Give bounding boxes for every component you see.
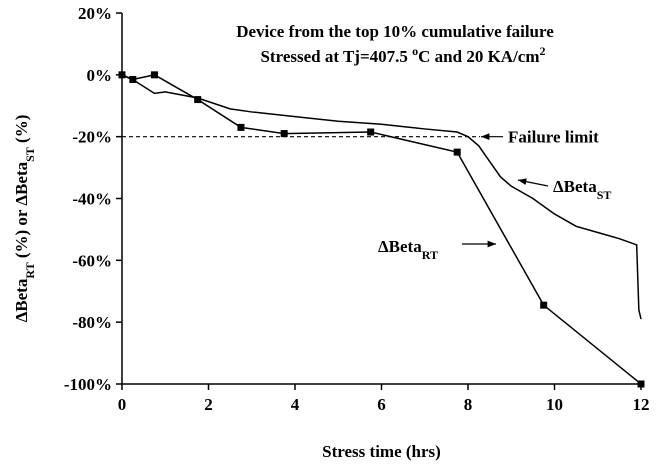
marker — [280, 130, 288, 138]
x-tick-label: 2 — [204, 395, 213, 414]
marker — [453, 148, 461, 156]
series-label: ΔBetaRT — [378, 237, 438, 262]
y-tick-label: -40% — [72, 190, 112, 209]
x-tick-label: 4 — [291, 395, 300, 414]
annotation-arrow — [517, 178, 549, 187]
x-tick-label: 0 — [118, 395, 127, 414]
series-subscript: RT — [422, 248, 438, 262]
series-name: ΔBeta — [378, 237, 422, 256]
series-line — [121, 74, 642, 320]
marker — [540, 301, 548, 309]
text-part: ΔBeta — [12, 278, 31, 322]
chart-title: Device from the top 10% cumulative failu… — [236, 22, 554, 41]
text-part: 2 — [540, 44, 546, 58]
chart-title: Stressed at Tj=407.5 oC and 20 KA/cm2 — [260, 44, 545, 66]
text-part: (%) or ΔBeta — [12, 161, 31, 262]
text-part: o — [412, 44, 418, 58]
marker — [237, 123, 245, 131]
text-part: C and 20 KA/cm — [418, 47, 539, 66]
marker — [150, 71, 158, 79]
y-tick-label: -20% — [72, 128, 112, 147]
series-name: ΔBeta — [553, 177, 597, 196]
text-part: Device from the top 10% cumulative failu… — [236, 22, 554, 41]
y-tick-label: -60% — [72, 251, 112, 270]
y-axis-label: ΔBetaRT (%) or ΔBetaST (%) — [12, 115, 37, 323]
text-part: Stressed at Tj=407.5 — [260, 47, 412, 66]
text-part: (%) — [12, 115, 31, 148]
text-part: ST — [23, 147, 37, 162]
marker — [194, 96, 202, 104]
x-tick-label: 8 — [464, 395, 473, 414]
marker — [637, 380, 645, 388]
y-tick-label: -80% — [72, 313, 112, 332]
x-tick-label: 6 — [377, 395, 386, 414]
series-subscript: ST — [597, 188, 612, 202]
y-tick-label: -100% — [64, 375, 112, 394]
y-tick-label: 20% — [78, 4, 112, 23]
y-tick-label: 0% — [87, 66, 113, 85]
x-tick-label: 12 — [633, 395, 650, 414]
x-tick-label: 10 — [546, 395, 563, 414]
text-part: RT — [23, 262, 37, 278]
series-line — [121, 74, 642, 385]
reference-label: Failure limit — [508, 128, 599, 147]
series-label: ΔBetaST — [553, 177, 611, 202]
x-axis-label: Stress time (hrs) — [322, 442, 441, 461]
marker — [367, 128, 375, 136]
